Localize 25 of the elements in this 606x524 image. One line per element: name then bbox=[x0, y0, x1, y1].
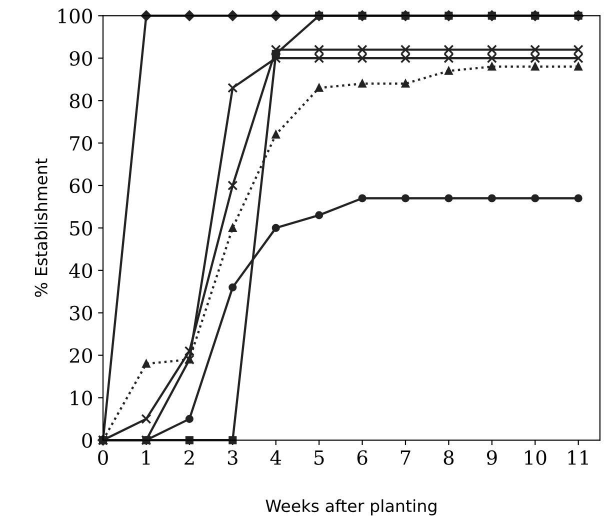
x-tick-label: 8 bbox=[444, 450, 454, 465]
x-tick-label: 10 bbox=[525, 450, 546, 465]
y-axis-title: % Establishment bbox=[34, 158, 48, 297]
x-axis-title: Weeks after planting bbox=[266, 499, 436, 516]
y-tick-label: 40 bbox=[69, 263, 92, 278]
y-tick-label: 0 bbox=[82, 433, 92, 448]
y-tick-label: 70 bbox=[70, 136, 92, 151]
x-tick-label: 4 bbox=[270, 450, 282, 465]
x-tick-label: 11 bbox=[568, 450, 588, 465]
x-tick-label: 5 bbox=[314, 450, 324, 465]
x-tick-label: 0 bbox=[98, 450, 108, 465]
y-tick-label: 60 bbox=[70, 178, 92, 194]
x-tick-label: 6 bbox=[357, 450, 368, 465]
x-tick-label: 9 bbox=[486, 450, 497, 465]
y-tick-label: 20 bbox=[70, 348, 92, 363]
y-tick-label: 90 bbox=[70, 51, 92, 66]
y-tick-label: 10 bbox=[70, 390, 92, 406]
x-tick-label: 3 bbox=[228, 450, 238, 465]
y-tick-label: 80 bbox=[70, 94, 92, 108]
y-tick-label: 30 bbox=[70, 306, 92, 320]
y-tick-label: 50 bbox=[70, 220, 92, 236]
x-tick-label: 7 bbox=[400, 450, 410, 465]
x-tick-label: 2 bbox=[184, 450, 194, 465]
y-tick-label: 100 bbox=[58, 8, 92, 24]
x-tick-label: 1 bbox=[142, 450, 150, 465]
